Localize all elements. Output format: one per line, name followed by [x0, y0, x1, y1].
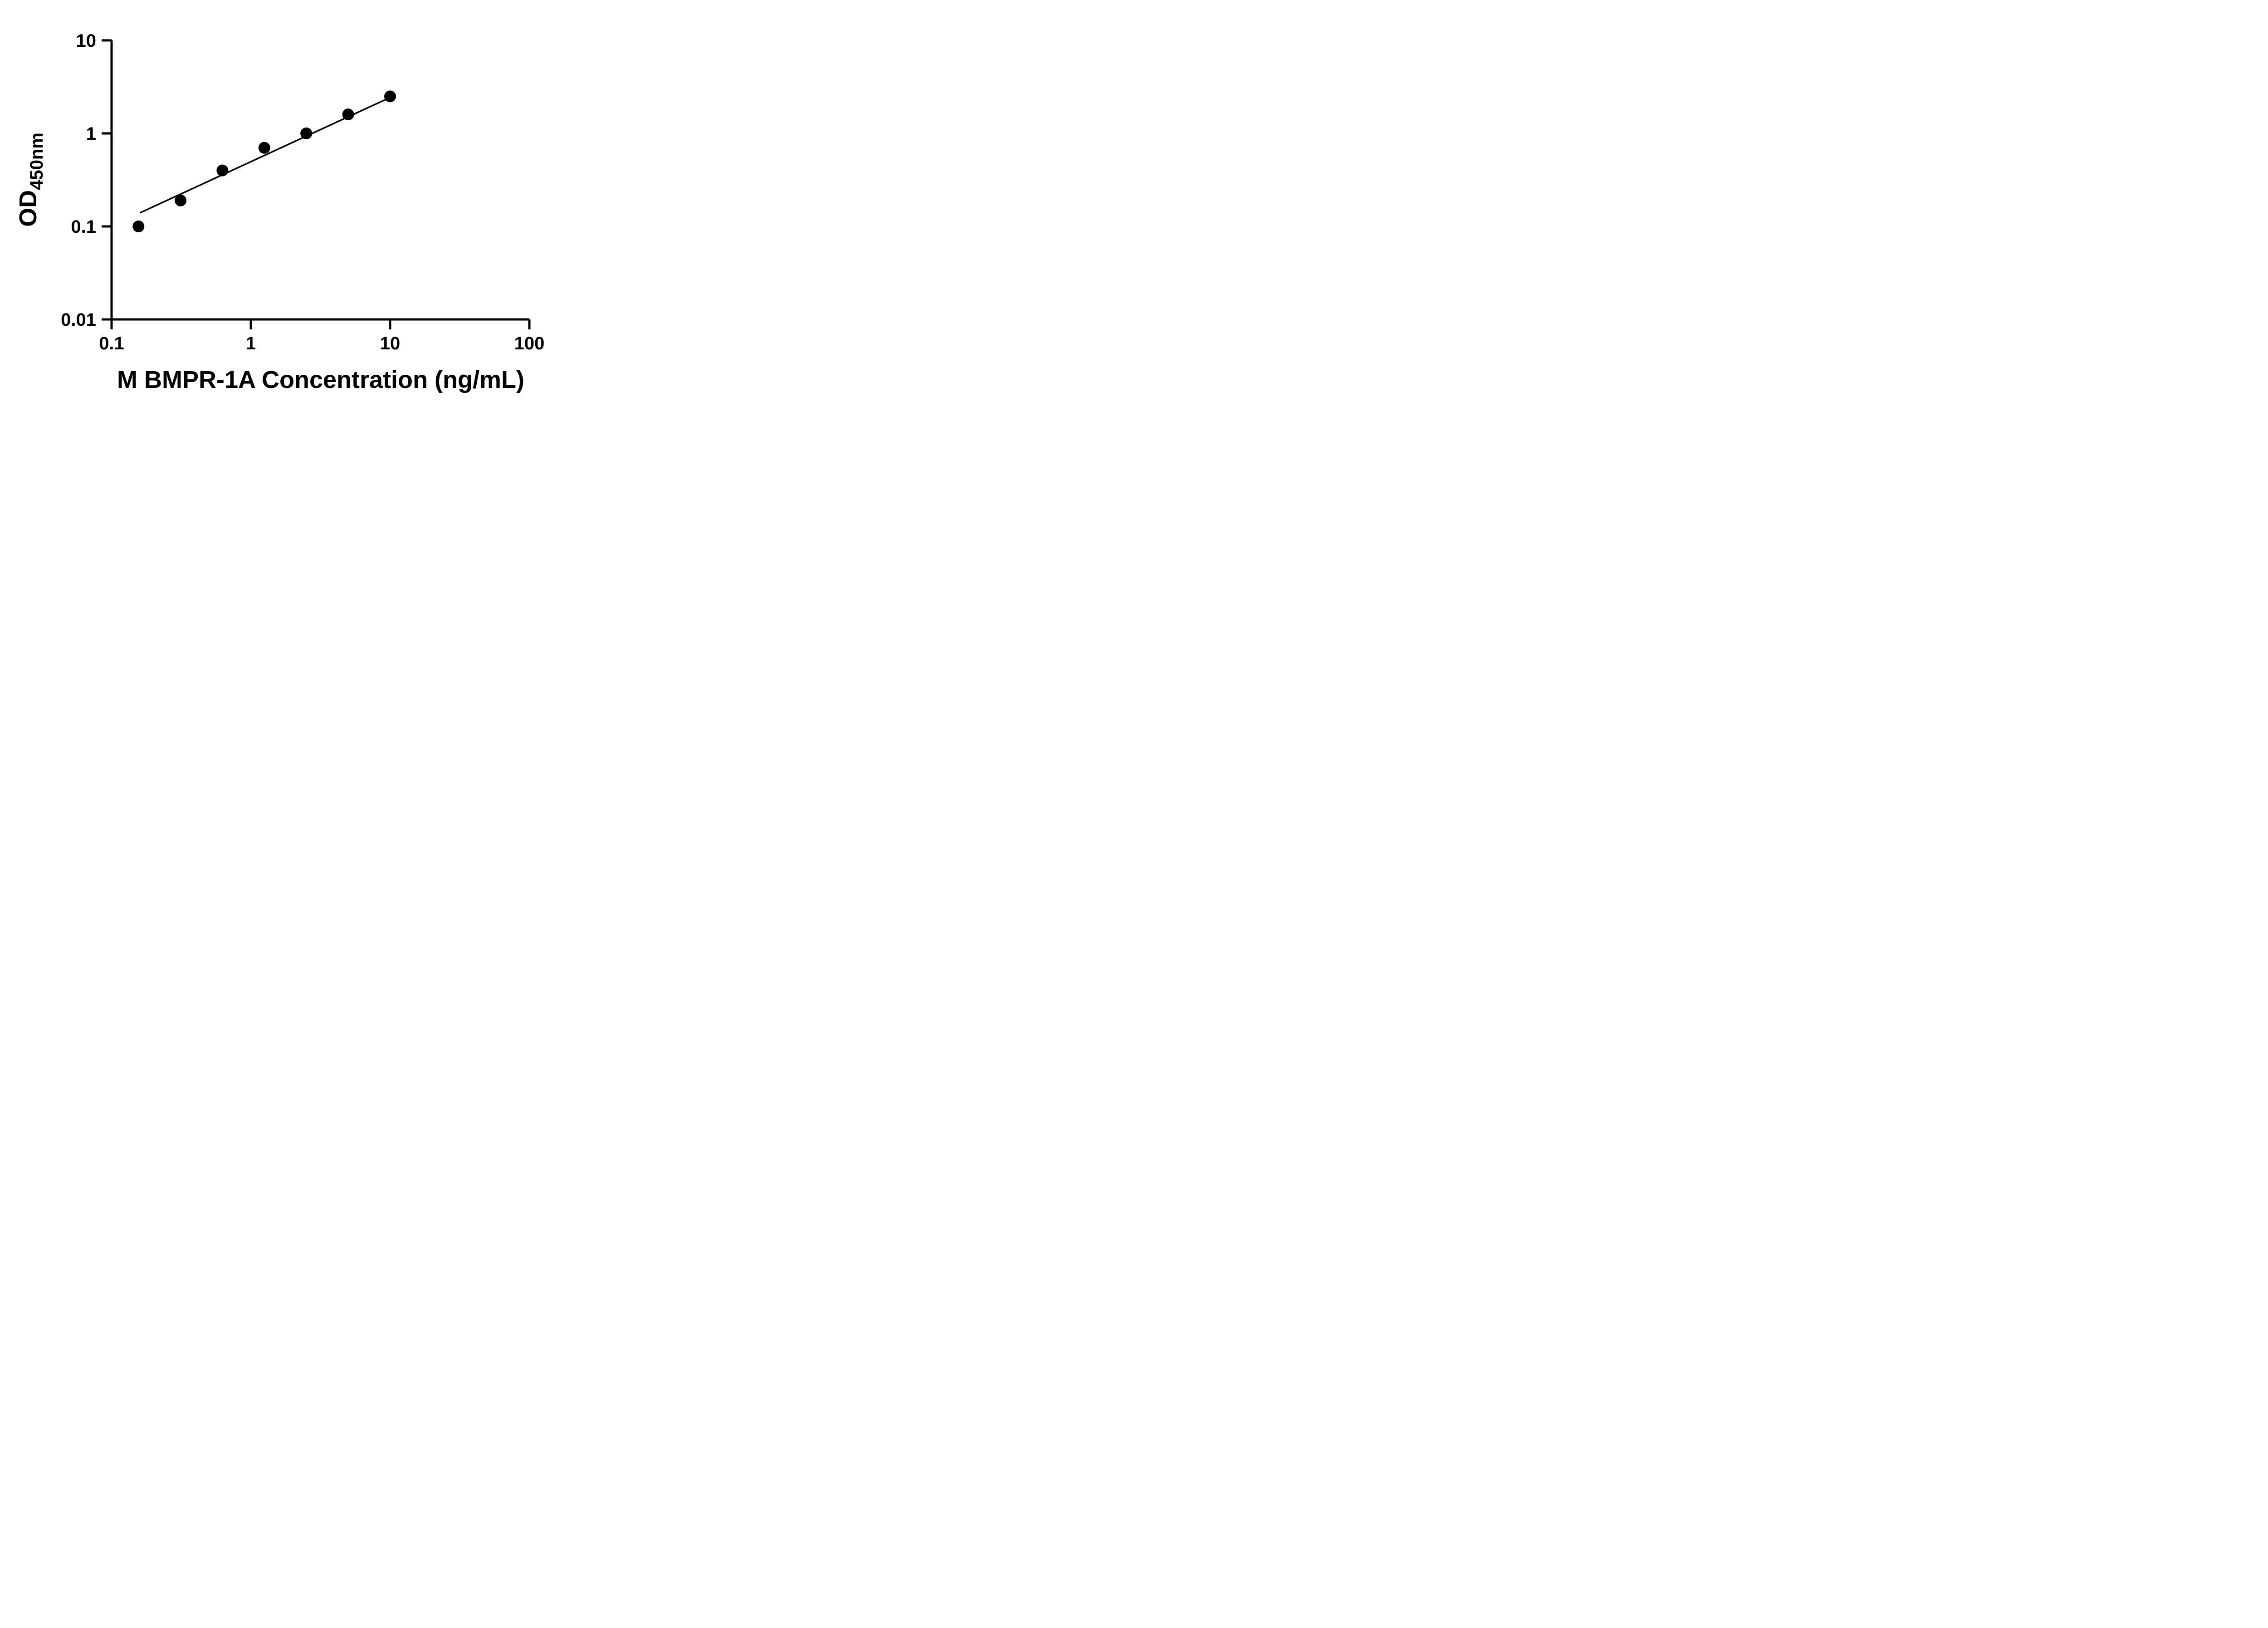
y-tick-label: 0.01 [61, 310, 96, 330]
y-axis-title-main: OD [15, 190, 42, 227]
x-tick-label: 10 [380, 333, 401, 353]
plot-svg: M BMPR-1A Concentration (ng/mL) OD450nm … [15, 31, 545, 393]
data-point [342, 108, 354, 121]
x-tick-label: 0.1 [99, 333, 124, 353]
chart-page: M BMPR-1A Concentration (ng/mL) OD450nm … [0, 0, 581, 407]
y-tick-label: 10 [76, 31, 97, 51]
y-axis-title: OD450nm [15, 132, 47, 227]
data-point [384, 90, 396, 103]
standard-curve-figure: M BMPR-1A Concentration (ng/mL) OD450nm … [0, 0, 581, 407]
y-axis-title-sub: 450nm [27, 132, 47, 190]
y-tick-label: 1 [86, 124, 96, 144]
data-point [300, 127, 313, 139]
data-point [175, 194, 187, 206]
data-point [132, 221, 145, 232]
x-tick-label: 100 [514, 333, 545, 353]
y-tick-label: 0.1 [71, 217, 96, 237]
x-axis-title: M BMPR-1A Concentration (ng/mL) [117, 366, 524, 393]
x-tick-label: 1 [246, 333, 256, 353]
data-point [258, 142, 270, 154]
data-point [216, 164, 229, 177]
